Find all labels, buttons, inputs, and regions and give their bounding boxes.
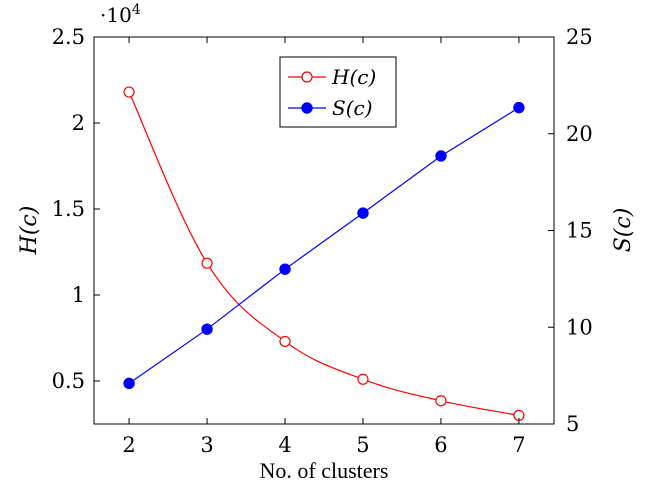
plot-layer <box>123 86 525 421</box>
data-point-s <box>279 263 291 275</box>
left-y-tick-label: 1 <box>72 283 85 307</box>
legend-label-s: S(c) <box>332 96 373 120</box>
left-y-tick-label: 0.5 <box>52 369 85 393</box>
x-tick-label: 4 <box>278 433 291 457</box>
data-point-h <box>357 373 369 385</box>
legend: H(c) S(c) <box>279 56 397 128</box>
legend-entry-s: S(c) <box>288 96 373 120</box>
left-axis-multiplier: ·104 <box>100 2 141 27</box>
left-y-tick-label: 2 <box>72 111 85 135</box>
x-tick-label: 7 <box>512 433 525 457</box>
multiplier-base: ·10 <box>100 3 132 27</box>
left-y-tick-label: 1.5 <box>52 197 85 221</box>
right-y-tick-label: 20 <box>566 122 593 146</box>
x-tick-label: 6 <box>434 433 447 457</box>
right-y-tick-label: 25 <box>566 25 593 49</box>
right-y-tick-label: 5 <box>566 412 579 436</box>
right-y-tick-label: 15 <box>566 219 593 243</box>
data-point-s <box>123 377 135 390</box>
legend-label-h: H(c) <box>331 65 376 89</box>
multiplier-exponent: 4 <box>132 2 141 18</box>
data-point-h <box>279 335 291 348</box>
x-axis-label: No. of clusters <box>260 458 389 483</box>
series-line-s <box>128 107 520 384</box>
legend-entry-h: H(c) <box>288 65 376 89</box>
x-axis-ticks: 2 3 4 5 6 7 <box>122 37 526 457</box>
data-point-s <box>435 150 447 162</box>
x-tick-label: 2 <box>122 433 135 457</box>
legend-marker-s <box>301 102 313 114</box>
legend-box <box>279 56 397 128</box>
data-point-s <box>513 101 525 114</box>
series-line-h <box>128 91 520 416</box>
left-y-axis-label: H(c) <box>17 206 42 256</box>
right-y-axis-label: S(c) <box>611 208 636 253</box>
x-tick-label: 5 <box>356 433 369 457</box>
x-tick-label: 3 <box>200 433 213 457</box>
data-point-s <box>357 207 369 219</box>
data-point-h <box>123 86 135 98</box>
left-y-tick-label: 2.5 <box>52 25 85 49</box>
right-y-tick-label: 10 <box>566 315 593 339</box>
right-y-axis-ticks: 5 10 15 20 25 <box>548 25 593 436</box>
data-point-s <box>201 323 213 335</box>
data-point-h <box>201 257 213 269</box>
series-s <box>123 101 525 390</box>
series-h <box>123 86 525 421</box>
data-point-h <box>435 395 447 407</box>
left-y-axis-ticks: 0.5 1 1.5 2 2.5 <box>52 25 100 393</box>
legend-marker-h <box>301 71 313 83</box>
